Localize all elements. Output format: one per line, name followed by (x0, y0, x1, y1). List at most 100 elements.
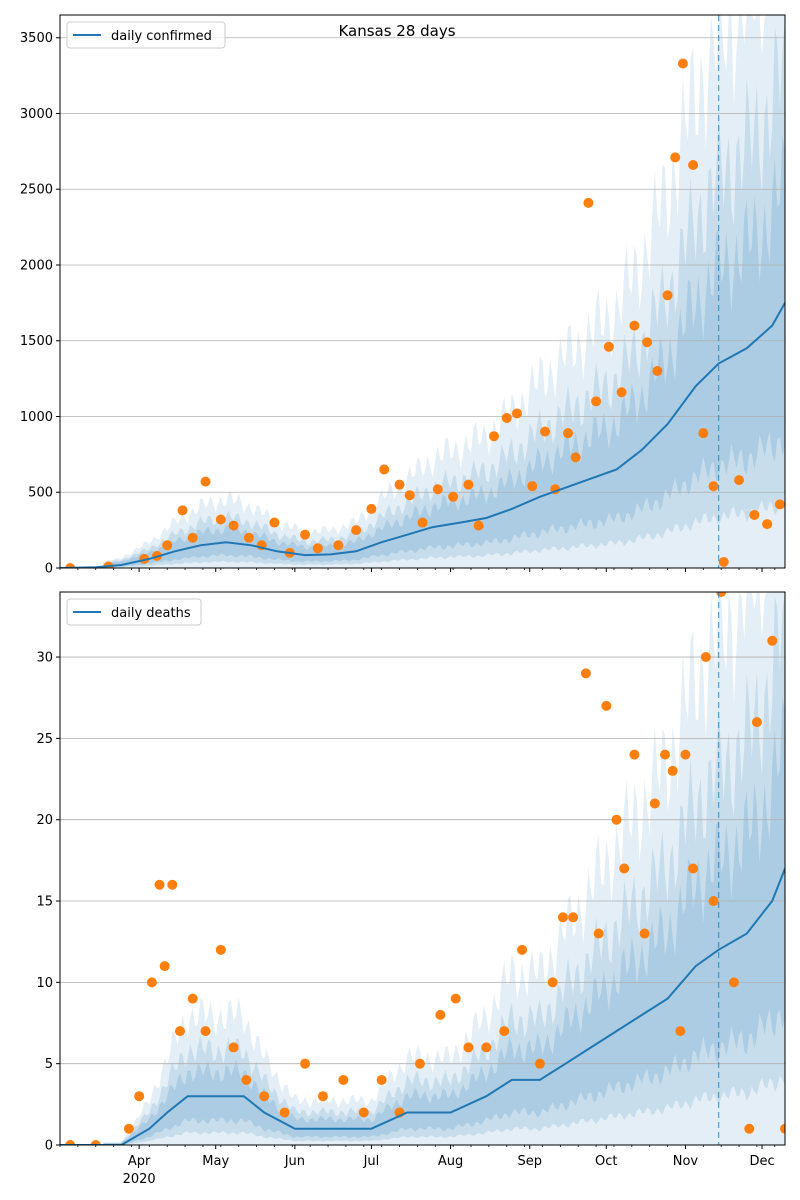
x-tick-label: Oct (595, 1154, 617, 1169)
observed-point (123, 1123, 134, 1134)
x-tick-label: Nov (673, 1154, 699, 1169)
observed-point (583, 197, 594, 208)
y-tick-label: 10 (36, 976, 53, 991)
observed-point (649, 798, 660, 809)
observed-point (351, 525, 362, 536)
observed-point (762, 519, 773, 530)
median-line (60, 302, 785, 568)
y-tick-label: 0 (45, 562, 53, 577)
observed-point (540, 426, 551, 437)
observed-point (601, 700, 612, 711)
observed-point (639, 928, 650, 939)
observed-point (580, 668, 591, 679)
observed-point (379, 464, 390, 475)
observed-point (642, 337, 653, 348)
observed-point (767, 635, 778, 646)
observed-point (215, 514, 226, 525)
observed-point (259, 1091, 270, 1102)
observed-point (499, 1026, 510, 1037)
legend-label: daily confirmed (111, 29, 212, 44)
observed-point (501, 413, 512, 424)
observed-point (708, 896, 719, 907)
observed-point (177, 505, 188, 516)
confirmed-observed-points (65, 58, 785, 568)
observed-point (749, 509, 760, 520)
confirmed-line-layer (60, 302, 785, 568)
observed-point (708, 481, 719, 492)
observed-point (432, 484, 443, 495)
confirmed-y-axis: 0 500 1000 1500 2000 2500 3000 3500 (20, 31, 60, 577)
observed-point (517, 944, 528, 955)
y-tick-label: 25 (36, 732, 53, 747)
observed-point (269, 517, 280, 528)
observed-point (90, 1140, 101, 1145)
observed-point (300, 1058, 311, 1069)
observed-point (167, 879, 178, 890)
observed-point (146, 977, 157, 988)
legend-label: daily deaths (111, 606, 191, 621)
observed-point (667, 765, 678, 776)
y-tick-label: 30 (36, 651, 53, 666)
observed-point (680, 749, 691, 760)
observed-point (780, 1123, 785, 1134)
x-tick-label: Jun (284, 1154, 305, 1169)
observed-point (241, 1074, 252, 1085)
observed-point (317, 1091, 328, 1102)
observed-point (200, 1026, 211, 1037)
y-tick-label: 500 (28, 486, 53, 501)
observed-point (243, 532, 254, 543)
uncertainty-band (103, 592, 785, 1145)
observed-point (162, 540, 173, 551)
x-tick-label: Jul (363, 1154, 380, 1169)
y-tick-label: 15 (36, 895, 53, 910)
y-tick-label: 1000 (20, 410, 53, 425)
deaths-x-axis: Apr May Jun Jul Aug Sep Oct Nov Dec (59, 1145, 776, 1169)
y-tick-label: 5 (45, 1057, 53, 1072)
observed-point (473, 520, 484, 531)
observed-point (677, 58, 688, 69)
observed-point (65, 1140, 76, 1145)
observed-point (563, 428, 574, 439)
y-tick-label: 2500 (20, 183, 53, 198)
observed-point (688, 863, 699, 874)
x-tick-label: Sep (517, 1154, 542, 1169)
observed-point (488, 431, 499, 442)
observed-point (718, 556, 729, 567)
observed-point (134, 1091, 145, 1102)
x-tick-label: Aug (438, 1154, 463, 1169)
observed-point (570, 452, 581, 463)
observed-point (700, 652, 711, 663)
observed-point (435, 1009, 446, 1020)
observed-point (611, 814, 622, 825)
observed-point (511, 408, 522, 419)
observed-point (159, 961, 170, 972)
observed-point (593, 928, 604, 939)
y-tick-label: 1500 (20, 334, 53, 349)
legend-box (66, 598, 202, 626)
x-tick-label: Apr (128, 1154, 151, 1169)
observed-point (417, 517, 428, 528)
observed-point (744, 1123, 755, 1134)
observed-point (154, 879, 165, 890)
confirmed-uncertainty-bands (103, 15, 785, 568)
observed-point (629, 749, 640, 760)
deaths-line-layer (60, 868, 785, 1145)
observed-point (660, 749, 671, 760)
confirmed-panel: 0 500 1000 1500 2000 2500 3000 3500 Kansas 28 d… (20, 14, 786, 577)
confirmed-axes-frame (59, 14, 786, 569)
observed-point (228, 520, 239, 531)
observed-point (652, 366, 663, 377)
x-tick-label: Dec (749, 1154, 774, 1169)
observed-point (616, 387, 627, 398)
deaths-panel: 0 5 10 15 20 25 30 Apr May Jun Jul Aug Sep Oct Nov Dec… (36, 591, 786, 1187)
observed-point (215, 944, 226, 955)
observed-point (603, 341, 614, 352)
observed-point (629, 320, 640, 331)
observed-point (675, 1026, 686, 1037)
observed-point (279, 1107, 290, 1118)
observed-point (463, 479, 474, 490)
observed-point (568, 912, 579, 923)
y-tick-label: 0 (45, 1139, 53, 1154)
observed-point (376, 1074, 387, 1085)
